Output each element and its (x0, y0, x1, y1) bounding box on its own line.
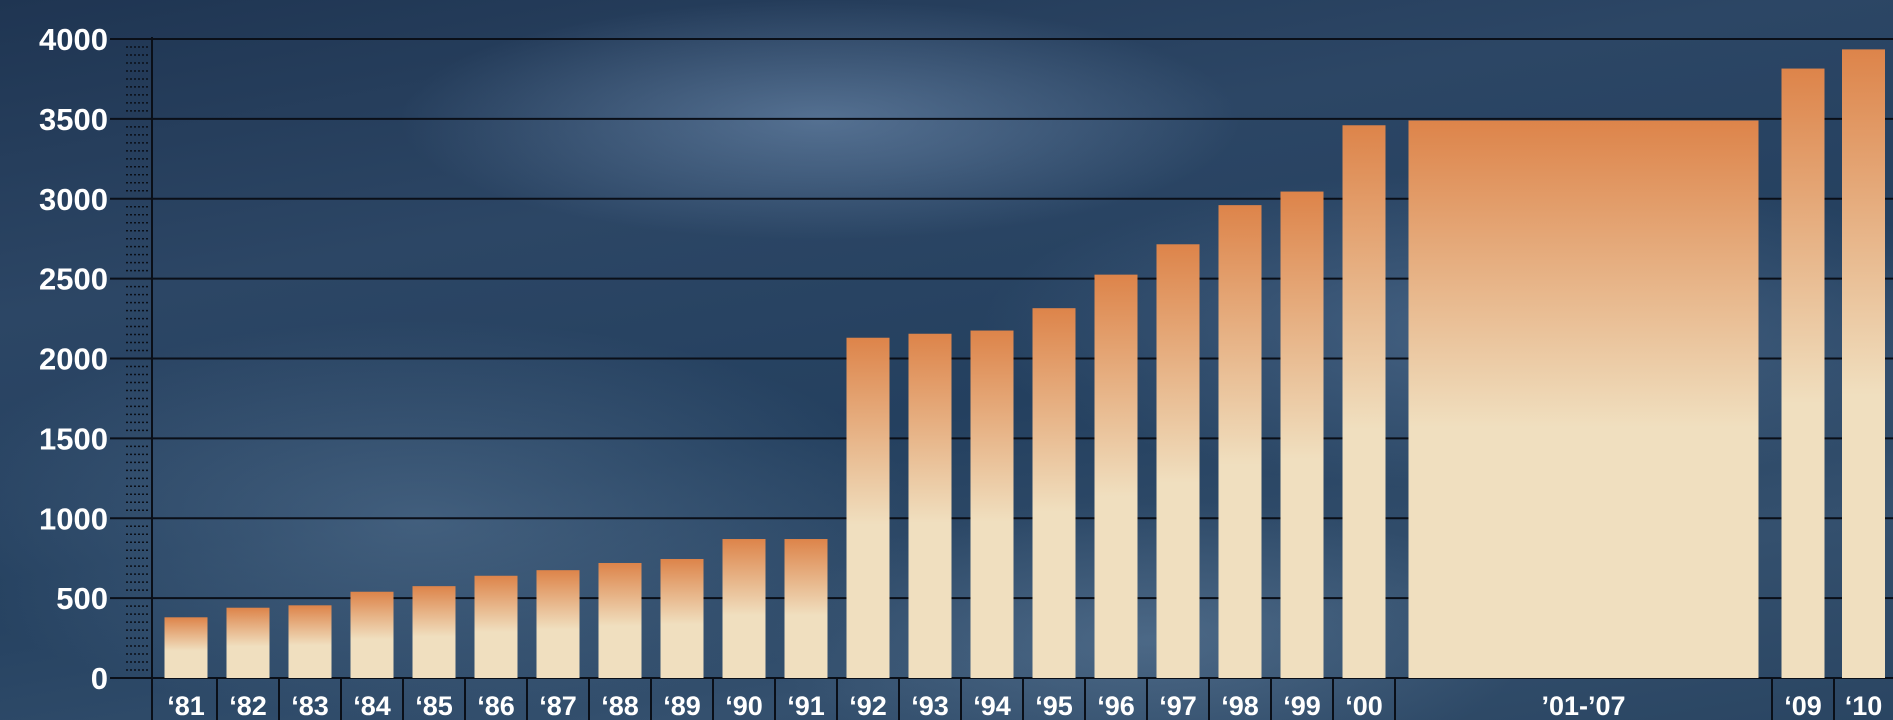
bar (1280, 191, 1324, 678)
y-tick-label: 1000 (39, 501, 108, 536)
x-axis-tick-labels: ‘81 ‘82 ‘83 ‘84 ‘85 ‘86 ‘87 ‘88 ‘89 ‘90 ‘91 ‘92 ‘93 ‘… (167, 691, 1882, 720)
y-tick-label: 3500 (39, 102, 108, 137)
bar (1781, 68, 1825, 678)
y-tick-label: 4000 (39, 22, 108, 57)
x-tick-label: ‘93 (911, 691, 949, 720)
x-tick-label: ‘99 (1283, 691, 1321, 720)
bar (1842, 49, 1885, 679)
bar (660, 558, 704, 678)
x-tick-label: ‘97 (1159, 691, 1197, 720)
x-axis-dividers (151, 678, 1835, 720)
x-tick-label: ‘92 (849, 691, 887, 720)
bar (1408, 120, 1759, 678)
y-tick-label: 2000 (39, 342, 108, 377)
x-tick-label: ‘81 (167, 691, 205, 720)
bar (1032, 308, 1076, 678)
x-tick-label: ‘86 (477, 691, 515, 720)
y-tick-label: 0 (91, 661, 108, 696)
bar (970, 330, 1014, 678)
bar (164, 617, 208, 678)
x-tick-label: ‘91 (787, 691, 825, 720)
x-tick-label: ‘82 (229, 691, 267, 720)
bar (412, 586, 456, 678)
bar (1342, 125, 1386, 678)
y-axis-tick-labels: 0 500 1000 1500 2000 2500 3000 3500 4000 (39, 22, 108, 696)
x-tick-label: ‘89 (663, 691, 701, 720)
y-tick-label: 500 (56, 581, 108, 616)
bar (846, 337, 890, 678)
x-tick-label: ‘85 (415, 691, 453, 720)
bar (288, 605, 332, 678)
x-tick-label: ‘84 (353, 691, 391, 720)
x-tick-label: ‘94 (973, 691, 1011, 720)
bar (1094, 274, 1138, 678)
bar (722, 539, 766, 678)
y-tick-label: 3000 (39, 182, 108, 217)
y-tick-label: 1500 (39, 421, 108, 456)
x-tick-label: ‘88 (601, 691, 639, 720)
x-tick-label: ‘83 (291, 691, 329, 720)
bar (598, 562, 642, 678)
x-tick-label: ‘10 (1845, 691, 1883, 720)
bar (536, 570, 580, 678)
x-tick-label: ‘00 (1345, 691, 1383, 720)
y-axis-minor-ticks (126, 46, 150, 671)
bar (908, 333, 952, 678)
bar-layer (164, 49, 1885, 679)
bar (784, 539, 828, 678)
x-tick-label: ‘90 (725, 691, 763, 720)
bar (474, 575, 518, 678)
bar (350, 591, 394, 678)
x-tick-label: ‘95 (1035, 691, 1073, 720)
bar (1218, 205, 1262, 678)
x-tick-label: ‘98 (1221, 691, 1259, 720)
x-tick-label: ‘09 (1784, 691, 1822, 720)
x-tick-label: ’01-’07 (1541, 691, 1625, 720)
x-tick-label: ‘87 (539, 691, 577, 720)
bar (1156, 244, 1200, 678)
x-tick-label: ‘96 (1097, 691, 1135, 720)
y-tick-label: 2500 (39, 262, 108, 297)
bar (226, 607, 270, 678)
